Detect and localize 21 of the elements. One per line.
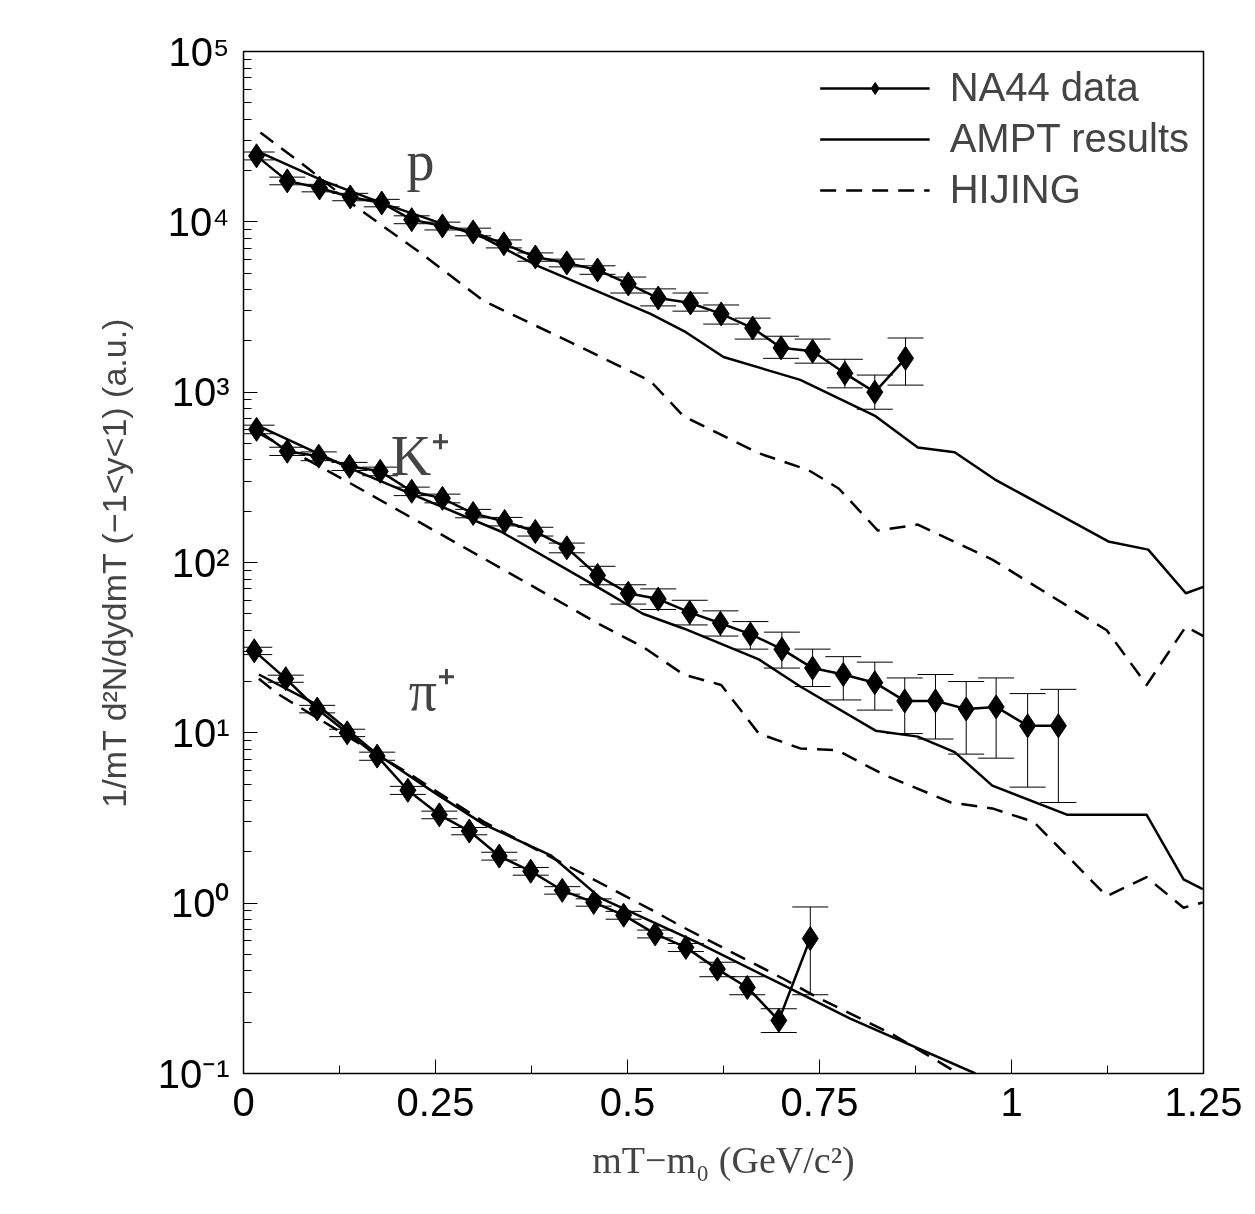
x-tick-label: 0.25 [396,1079,475,1124]
y-tick-label: 10² [171,540,230,585]
legend-label: AMPT results [949,116,1189,161]
y-tick-label: 10¹ [171,710,230,755]
annotation: p [406,129,435,192]
annotation: π⁺ [408,659,457,722]
y-tick-label: 10⁴ [167,199,230,244]
y-tick-label: 10⁻¹ [157,1051,230,1096]
y-axis-title: 1/mT d²N/dydmT (−1<y<1) (a.u.) [94,318,133,808]
y-tick-label: 10⁵ [168,29,230,74]
x-tick-label: 1 [1000,1079,1023,1124]
legend-label: NA44 data [949,65,1139,110]
annotation: K⁺ [390,424,451,487]
y-tick-label: 10⁰ [171,881,230,926]
x-tick-label: 0.5 [599,1079,656,1124]
x-tick-label: 0 [232,1079,255,1124]
y-tick-label: 10³ [171,370,230,415]
x-axis-title: mT−m₀ (GeV/c²) [592,1138,855,1182]
legend-label: HIJING [949,167,1081,212]
x-tick-label: 1.25 [1164,1079,1243,1124]
x-tick-label: 0.75 [780,1079,859,1124]
